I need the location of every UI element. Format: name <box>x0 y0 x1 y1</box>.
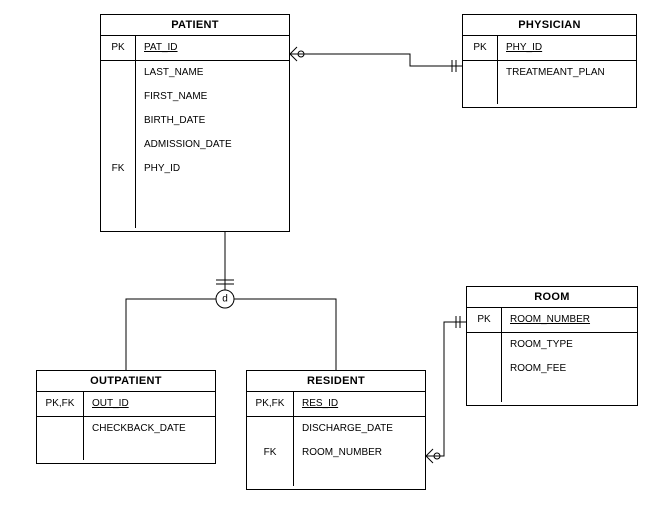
attr-cell: LAST_NAME <box>136 61 289 85</box>
connector-discr-resident <box>234 299 336 370</box>
key-cell: FK <box>101 157 135 181</box>
discriminator-circle <box>216 290 234 308</box>
connector-patient-physician <box>290 54 462 66</box>
key-cell: PK,FK <box>247 392 293 417</box>
key-column: PK FK <box>101 36 136 228</box>
key-column: PK <box>467 308 502 402</box>
attr-column: PAT_IDLAST_NAMEFIRST_NAMEBIRTH_DATEADMIS… <box>136 36 289 228</box>
attr-cell: RES_ID <box>294 392 425 417</box>
attr-cell: ROOM_FEE <box>502 357 637 381</box>
attr-cell: PAT_ID <box>136 36 289 61</box>
attr-column: RES_IDDISCHARGE_DATEROOM_NUMBER <box>294 392 425 486</box>
key-cell: FK <box>247 441 293 465</box>
entity-title: OUTPATIENT <box>37 371 215 392</box>
attr-cell: BIRTH_DATE <box>136 109 289 133</box>
key-column: PK <box>463 36 498 104</box>
key-column: PK,FK FK <box>247 392 294 486</box>
key-cell: PK <box>101 36 135 61</box>
attr-cell: FIRST_NAME <box>136 85 289 109</box>
entity-title: ROOM <box>467 287 637 308</box>
attr-cell: TREATMEANT_PLAN <box>498 61 636 85</box>
attr-column: OUT_IDCHECKBACK_DATE <box>84 392 215 460</box>
entity-resident: RESIDENT PK,FK FK RES_IDDISCHARGE_DATEROO… <box>246 370 426 490</box>
entity-title: RESIDENT <box>247 371 425 392</box>
attr-cell: CHECKBACK_DATE <box>84 417 215 441</box>
key-cell <box>101 133 135 157</box>
entity-outpatient: OUTPATIENT PK,FK OUT_IDCHECKBACK_DATE <box>36 370 216 464</box>
key-cell <box>467 357 501 381</box>
entity-title: PATIENT <box>101 15 289 36</box>
entity-title: PHYSICIAN <box>463 15 636 36</box>
attr-column: ROOM_NUMBERROOM_TYPEROOM_FEE <box>502 308 637 402</box>
key-cell <box>37 417 83 441</box>
connector-resident-room <box>426 322 466 456</box>
attr-cell: ROOM_TYPE <box>502 333 637 357</box>
key-cell <box>467 333 501 357</box>
attr-cell: ROOM_NUMBER <box>294 441 425 465</box>
discriminator-label: d <box>222 294 228 305</box>
key-cell <box>463 61 497 85</box>
entity-physician: PHYSICIAN PK PHY_IDTREATMEANT_PLAN <box>462 14 637 108</box>
attr-cell: PHY_ID <box>136 157 289 181</box>
attr-column: PHY_IDTREATMEANT_PLAN <box>498 36 636 104</box>
attr-cell: PHY_ID <box>498 36 636 61</box>
key-cell <box>101 85 135 109</box>
attr-cell: ADMISSION_DATE <box>136 133 289 157</box>
key-cell: PK,FK <box>37 392 83 417</box>
attr-cell: OUT_ID <box>84 392 215 417</box>
key-cell <box>101 109 135 133</box>
key-cell <box>101 61 135 85</box>
attr-cell: DISCHARGE_DATE <box>294 417 425 441</box>
entity-room: ROOM PK ROOM_NUMBERROOM_TYPEROOM_FEE <box>466 286 638 406</box>
entity-patient: PATIENT PK FK PAT_IDLAST_NAMEFIRST_NAMEBI… <box>100 14 290 232</box>
connector-discr-outpatient <box>126 299 216 370</box>
attr-cell: ROOM_NUMBER <box>502 308 637 333</box>
key-cell: PK <box>467 308 501 333</box>
er-diagram-canvas: PATIENT PK FK PAT_IDLAST_NAMEFIRST_NAMEBI… <box>0 0 651 511</box>
key-column: PK,FK <box>37 392 84 460</box>
key-cell <box>247 417 293 441</box>
key-cell: PK <box>463 36 497 61</box>
